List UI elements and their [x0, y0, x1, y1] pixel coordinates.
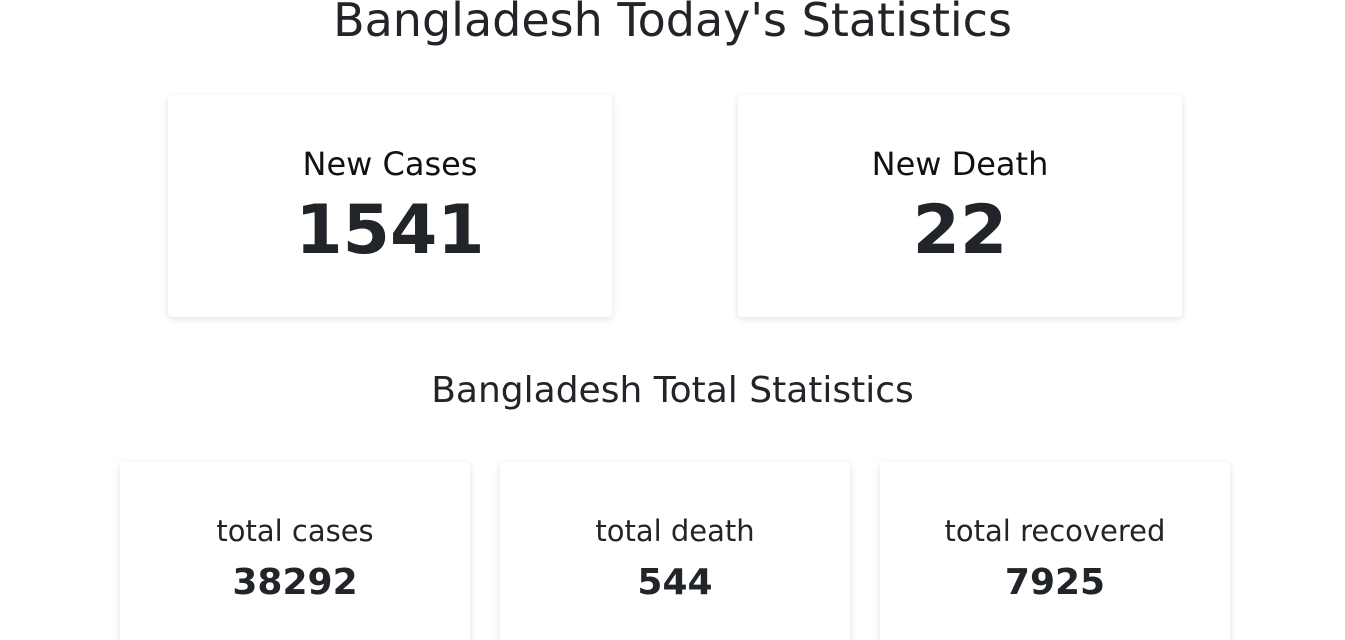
total-recovered-label: total recovered — [944, 514, 1166, 548]
total-cases-card: total cases 38292 — [120, 462, 470, 640]
total-recovered-value: 7925 — [1004, 562, 1106, 603]
new-death-value: 22 — [912, 191, 1008, 270]
total-cases-value: 38292 — [232, 562, 358, 603]
total-cases-label: total cases — [216, 514, 374, 548]
today-statistics-title: Bangladesh Today's Statistics — [333, 0, 1012, 47]
new-cases-card: New Cases 1541 — [168, 95, 612, 317]
new-death-card: New Death 22 — [738, 95, 1182, 317]
new-death-label: New Death — [871, 145, 1049, 183]
total-death-value: 544 — [637, 562, 713, 603]
total-death-card: total death 544 — [500, 462, 850, 640]
new-cases-label: New Cases — [302, 145, 478, 183]
total-recovered-card: total recovered 7925 — [880, 462, 1230, 640]
new-cases-value: 1541 — [295, 191, 485, 270]
total-statistics-title: Bangladesh Total Statistics — [431, 370, 914, 411]
total-death-label: total death — [595, 514, 755, 548]
